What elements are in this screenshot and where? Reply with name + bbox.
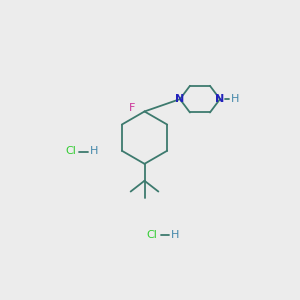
Text: N: N <box>175 94 184 104</box>
Text: H: H <box>230 94 239 104</box>
Text: H: H <box>171 230 179 240</box>
Text: F: F <box>129 103 135 113</box>
Text: H: H <box>89 146 98 157</box>
Text: N: N <box>215 94 225 104</box>
Text: Cl: Cl <box>65 146 76 157</box>
Text: Cl: Cl <box>147 230 158 240</box>
